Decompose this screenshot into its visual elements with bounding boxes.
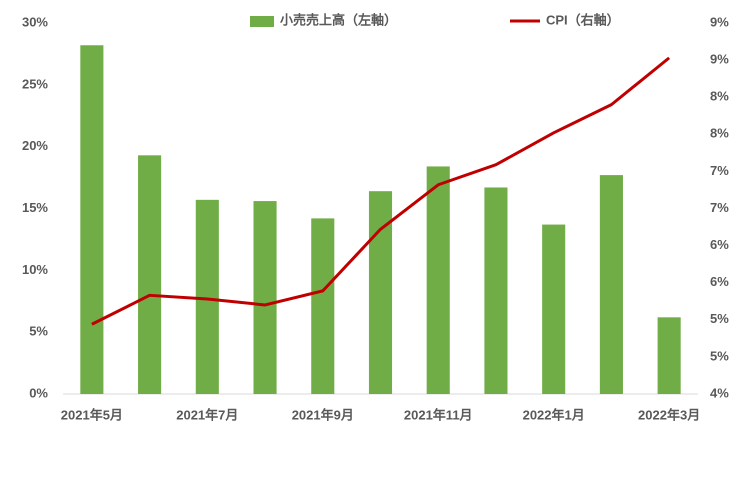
y2-tick-label: 5%: [710, 348, 729, 363]
legend-label: 小売売上高（左軸）: [280, 12, 397, 27]
y2-tick-label: 9%: [710, 52, 729, 67]
y-tick-label: 25%: [22, 76, 48, 91]
bar: [138, 155, 162, 394]
y2-tick-label: 8%: [710, 89, 729, 104]
y-tick-label: 15%: [22, 200, 48, 215]
y2-tick-label: 7%: [710, 200, 729, 215]
bar: [542, 224, 566, 394]
bar: [426, 166, 450, 394]
y-tick-label: 0%: [29, 385, 48, 400]
legend-swatch: [250, 16, 274, 27]
bar: [80, 45, 104, 394]
y2-tick-label: 6%: [710, 237, 729, 252]
bar: [253, 201, 277, 394]
x-tick-label: 2021年5月: [61, 407, 123, 422]
x-tick-label: 2022年1月: [523, 407, 585, 422]
y-tick-label: 20%: [22, 138, 48, 153]
x-tick-label: 2022年3月: [638, 407, 700, 422]
bar: [484, 187, 508, 394]
y2-tick-label: 5%: [710, 311, 729, 326]
bar: [195, 199, 219, 394]
y2-tick-label: 4%: [710, 385, 729, 400]
bar: [311, 218, 335, 394]
y2-tick-label: 7%: [710, 163, 729, 178]
y2-tick-label: 8%: [710, 126, 729, 141]
y2-tick-label: 9%: [710, 14, 729, 29]
x-tick-label: 2021年7月: [176, 407, 238, 422]
x-tick-label: 2021年11月: [404, 407, 473, 422]
bar: [657, 317, 681, 394]
y-tick-label: 10%: [22, 262, 48, 277]
legend-label: CPI（右軸）: [546, 12, 620, 27]
x-tick-label: 2021年9月: [292, 407, 354, 422]
bar: [599, 175, 623, 394]
line: [91, 56, 671, 326]
bar: [368, 191, 393, 394]
y2-tick-label: 6%: [710, 274, 729, 289]
y-tick-label: 30%: [22, 14, 48, 29]
y-tick-label: 5%: [29, 324, 48, 339]
